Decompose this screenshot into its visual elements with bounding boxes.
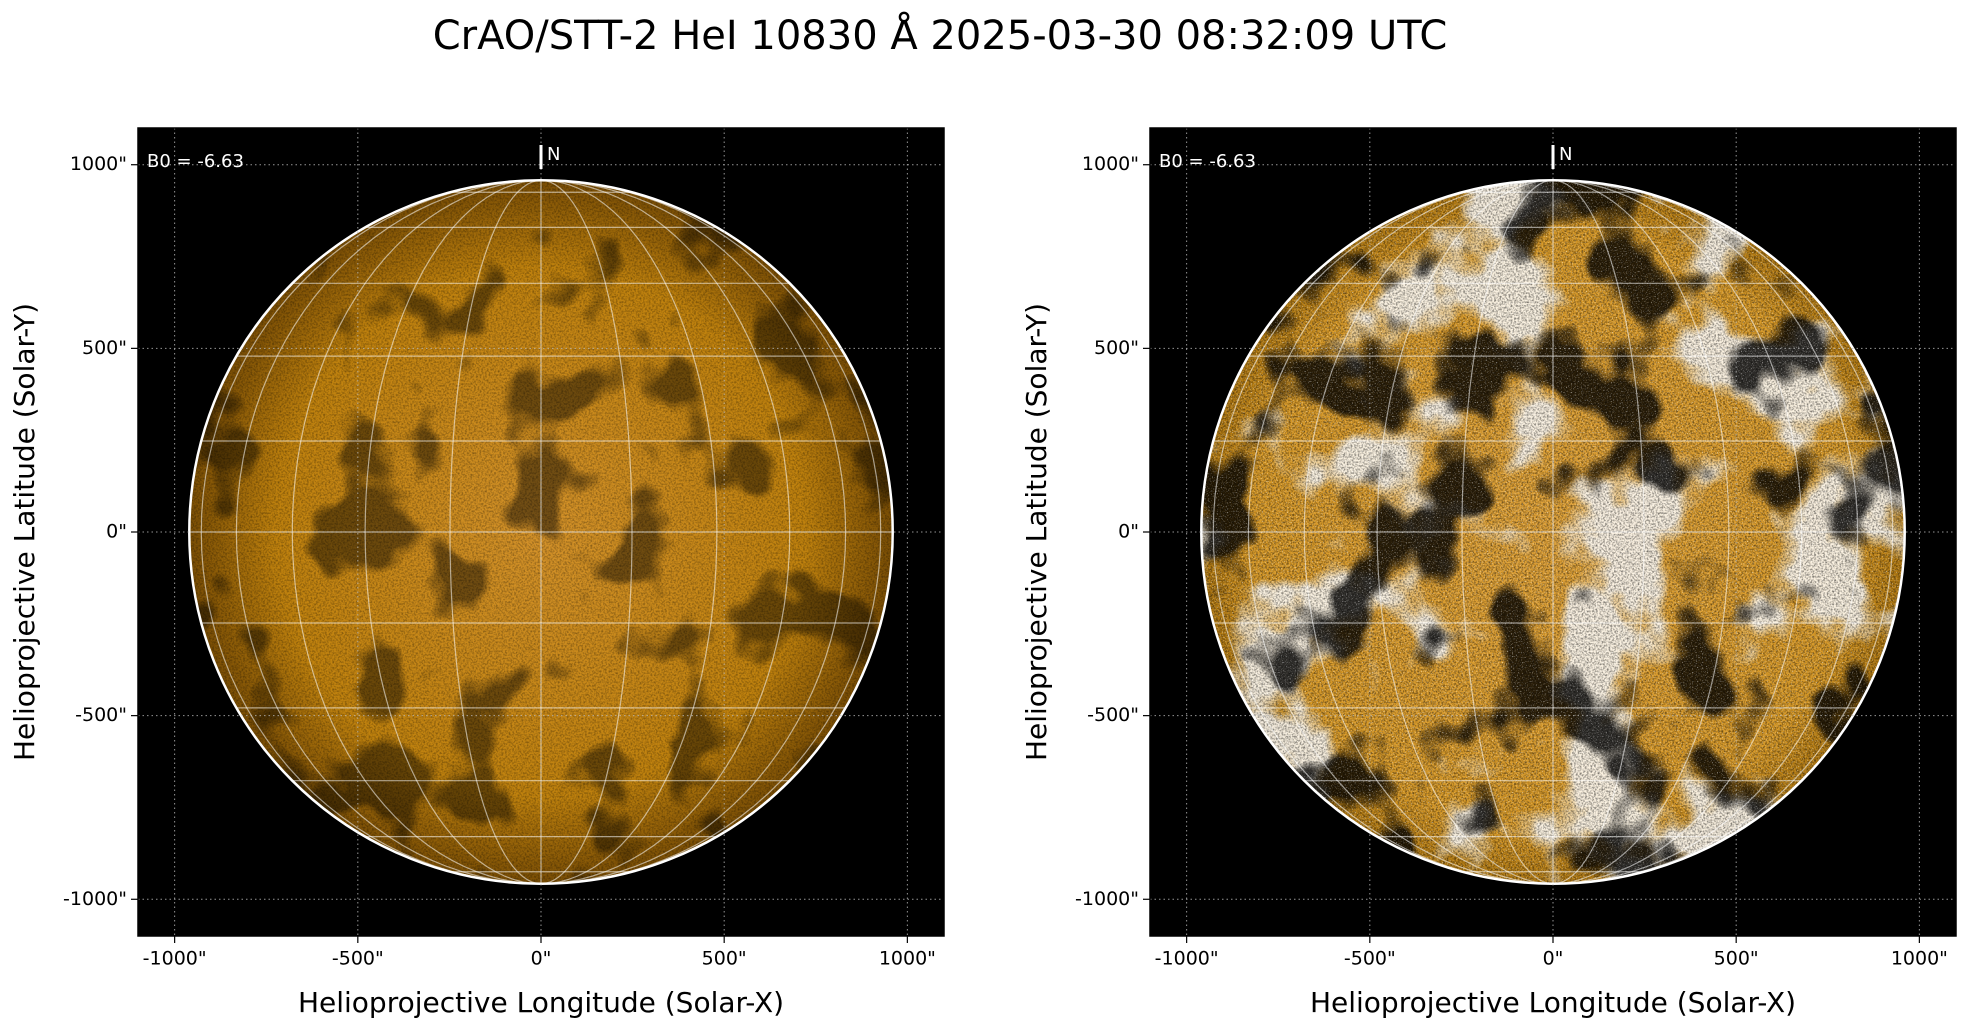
b0-annotation: B0 = -6.63 [1159, 151, 1256, 172]
panel: -1000" -500" 0" 500" 1000" -1000" -500" 0" 500" 1… [8, 127, 945, 1019]
y-tick-label: -1000" [1075, 888, 1139, 910]
x-axis-label: Helioprojective Longitude (Solar-X) [298, 986, 784, 1019]
y-tick-label: 500" [82, 337, 127, 359]
grid [138, 128, 944, 936]
limb [1200, 179, 1906, 885]
y-tick-label: 1000" [1082, 153, 1139, 175]
y-tick-label: 0" [106, 521, 127, 543]
north-label: N [1559, 144, 1572, 165]
b0-annotation: B0 = -6.63 [147, 151, 244, 172]
y-axis-label: Helioprojective Latitude (Solar-Y) [8, 303, 41, 761]
solar-disk [1201, 180, 1905, 884]
x-tick-label: 1000" [879, 948, 936, 970]
x-tick-label: -500" [1344, 948, 1396, 970]
x-tick-label: 0" [1543, 948, 1564, 970]
panel: -1000" -500" 0" 500" 1000" -1000" -500" 0" 500" 1… [1020, 127, 1957, 1019]
x-tick-label: -1000" [1155, 948, 1219, 970]
axes-frame [137, 127, 945, 937]
y-tick-label: 1000" [70, 153, 127, 175]
x-tick-label: 1000" [1891, 948, 1948, 970]
x-axis-label: Helioprojective Longitude (Solar-X) [1310, 986, 1796, 1019]
y-tick-label: 0" [1118, 521, 1139, 543]
x-tick-label: 500" [702, 948, 747, 970]
x-tick-label: 500" [1714, 948, 1759, 970]
y-tick-label: 500" [1094, 337, 1139, 359]
y-axis-label: Helioprojective Latitude (Solar-Y) [1020, 303, 1053, 761]
y-tick-label: -500" [1087, 704, 1139, 726]
x-tick-label: -1000" [143, 948, 207, 970]
x-tick-label: -500" [332, 948, 384, 970]
y-tick-label: -500" [75, 704, 127, 726]
north-label: N [547, 144, 560, 165]
limb [188, 179, 894, 885]
figure-title: CrAO/STT-2 HeI 10830 Å 2025-03-30 08:32:… [433, 11, 1448, 59]
axes-frame [1149, 127, 1957, 937]
y-tick-label: -1000" [63, 888, 127, 910]
x-tick-label: 0" [531, 948, 552, 970]
grid [1150, 128, 1956, 936]
